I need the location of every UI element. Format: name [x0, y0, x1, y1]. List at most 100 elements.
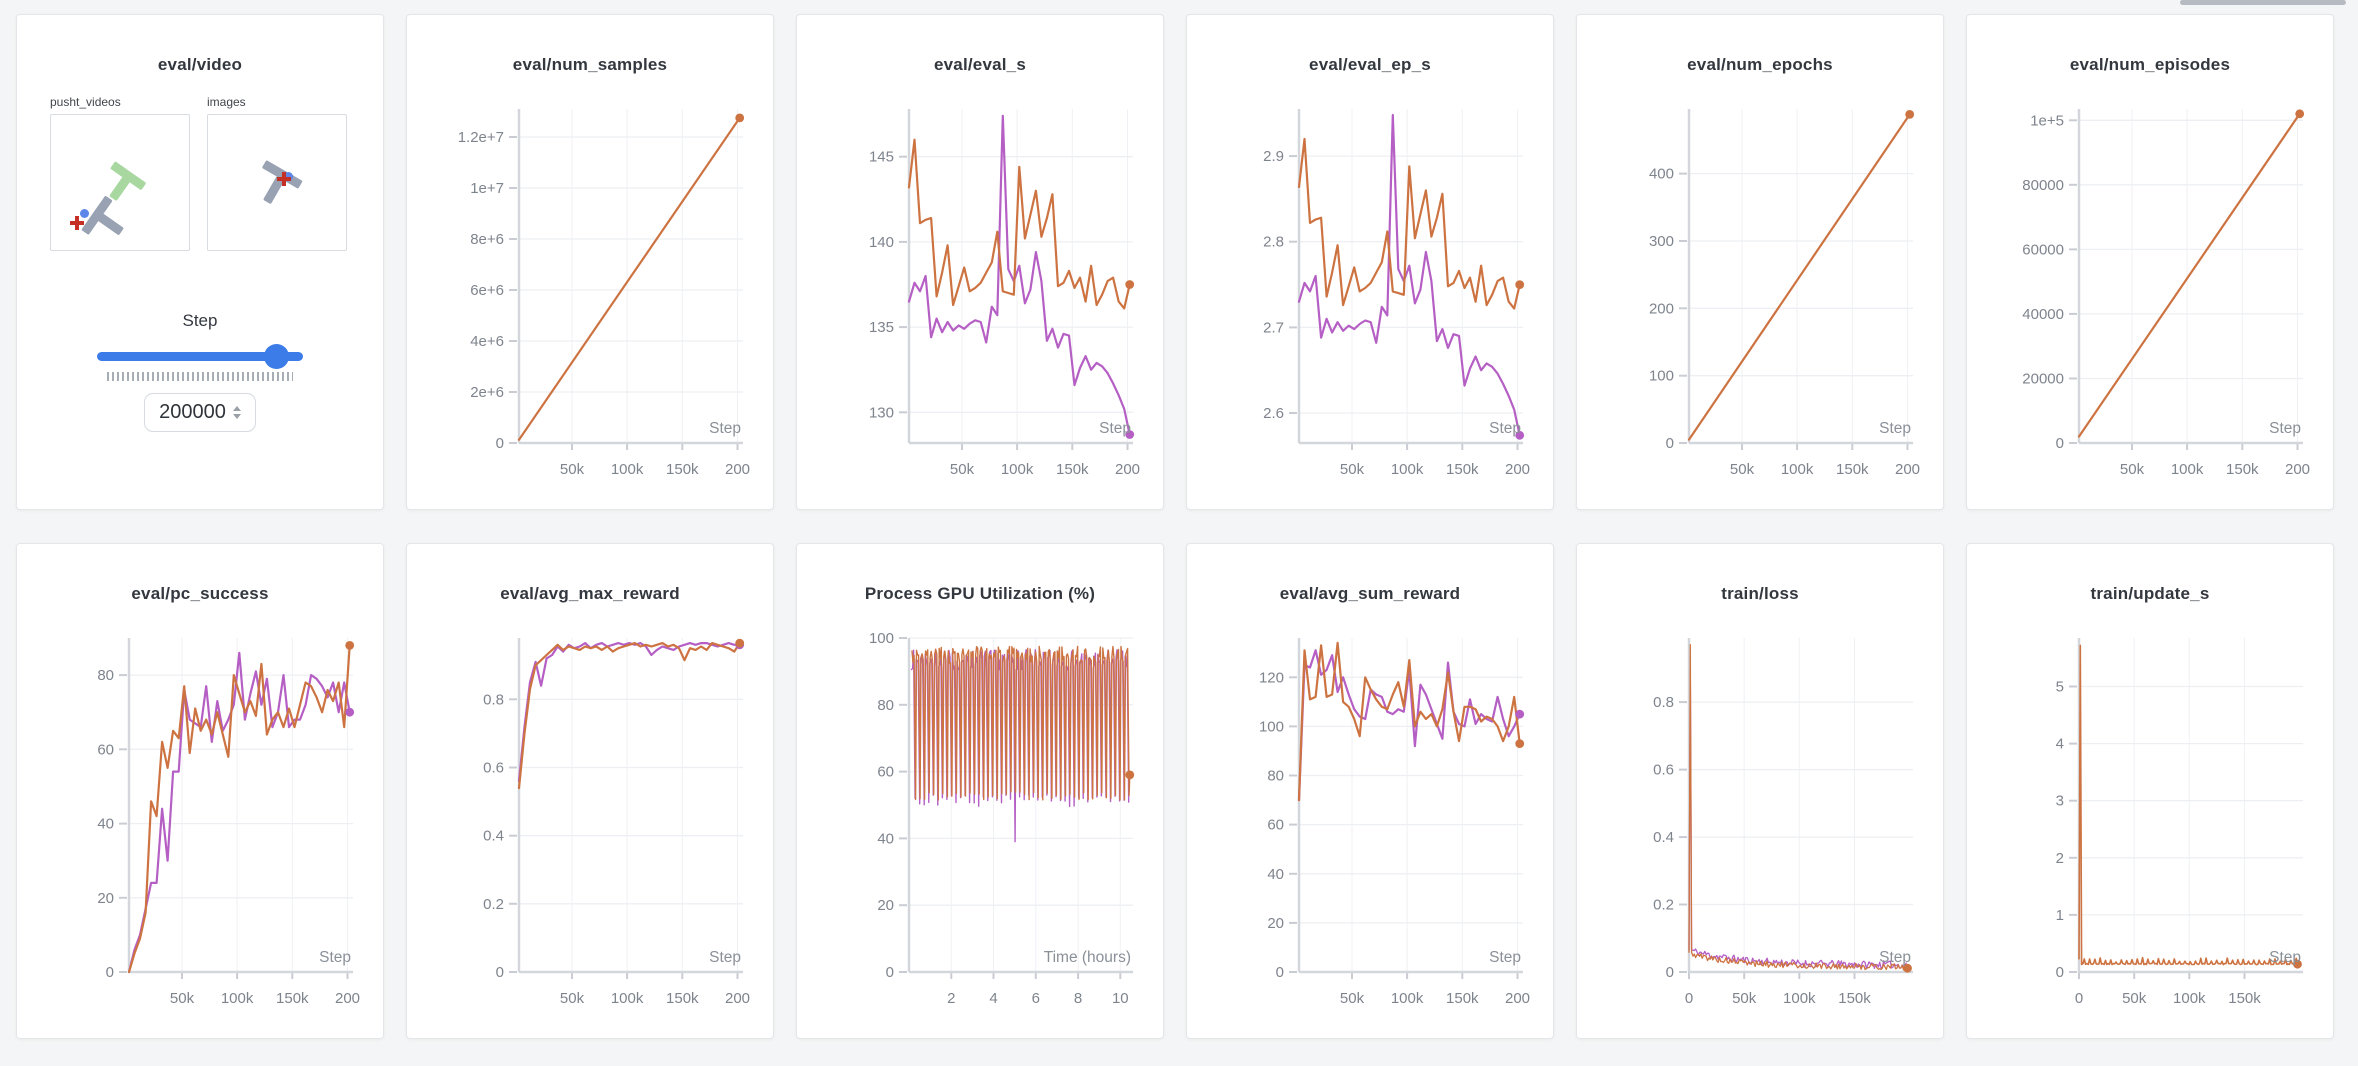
chart-canvas-avg-sum-reward[interactable]: 50k 100k 150k 200 0 20 40 60 80 100 120 Step	[1187, 610, 1553, 1035]
chart-canvas-num-samples[interactable]: 50k 100k 150k 200 0 2e+6 4e+6 6e+6 8e+6 1e+7 1.2e+…	[407, 81, 773, 506]
svg-text:Step: Step	[709, 420, 741, 437]
slider-track[interactable]	[97, 352, 303, 361]
chart-canvas-gpu-utilization[interactable]: 2 4 6 8 10 0 20 40 60 80 100 Time (hours)	[797, 610, 1163, 1035]
svg-text:0: 0	[106, 964, 114, 981]
svg-text:100k: 100k	[2173, 990, 2206, 1007]
svg-text:0: 0	[496, 964, 504, 981]
svg-text:150k: 150k	[276, 990, 309, 1007]
svg-text:4e+6: 4e+6	[470, 333, 504, 350]
media-label: images	[207, 95, 246, 109]
svg-text:145: 145	[869, 149, 894, 166]
horizontal-scrollbar[interactable]	[2180, 0, 2346, 5]
svg-text:135: 135	[869, 319, 894, 336]
panel-gpu-utilization: Process GPU Utilization (%) 2 4 6 8 10 0 20 40 6…	[796, 543, 1164, 1039]
svg-text:100: 100	[869, 630, 894, 647]
slider-tick-marks	[107, 372, 293, 381]
chart-title: eval/avg_sum_reward	[1279, 584, 1461, 603]
svg-text:100: 100	[1649, 368, 1674, 385]
svg-text:300: 300	[1649, 233, 1674, 250]
svg-text:150k: 150k	[2228, 990, 2261, 1007]
video-thumbnail-pusht[interactable]	[50, 114, 190, 251]
chart-canvas-train-loss[interactable]: 0 50k 100k 150k 0 0.2 0.4 0.6 0.8 Step	[1577, 610, 1943, 1035]
stepper-down-icon[interactable]	[232, 414, 241, 419]
svg-text:150k: 150k	[2226, 461, 2259, 478]
panel-eval-num-samples: eval/num_samples 50k 100k 150k 200 0 2e+6 4e+6…	[406, 14, 774, 510]
chart-canvas-num-epochs[interactable]: 50k 100k 150k 200 0 100 200 300 400 Step	[1577, 81, 1943, 506]
stepper-up-icon[interactable]	[232, 406, 241, 411]
target-cross-icon	[70, 216, 84, 230]
svg-text:40: 40	[97, 816, 114, 833]
agent-dot-icon	[284, 172, 293, 181]
svg-text:100k: 100k	[1783, 990, 1816, 1007]
svg-text:50k: 50k	[1340, 461, 1365, 478]
svg-text:20: 20	[97, 890, 114, 907]
svg-text:Step: Step	[2269, 949, 2301, 966]
chart-title: eval/avg_max_reward	[500, 584, 680, 603]
svg-text:0: 0	[2056, 964, 2064, 981]
chart-canvas-num-episodes[interactable]: 50k 100k 150k 200 0 20000 40000 60000 80000 1e+5 S…	[1967, 81, 2333, 506]
svg-text:100k: 100k	[2171, 461, 2204, 478]
svg-text:100k: 100k	[1781, 461, 1814, 478]
svg-text:200: 200	[725, 990, 750, 1007]
svg-text:50k: 50k	[1730, 461, 1755, 478]
svg-text:50k: 50k	[560, 461, 585, 478]
svg-text:150k: 150k	[666, 990, 699, 1007]
svg-text:100k: 100k	[1001, 461, 1034, 478]
svg-text:100k: 100k	[611, 990, 644, 1007]
chart-title: eval/eval_s	[933, 55, 1026, 74]
svg-text:Step: Step	[1099, 420, 1131, 437]
chart-canvas-avg-max-reward[interactable]: 50k 100k 150k 200 0 0.2 0.4 0.6 0.8 Step	[407, 610, 773, 1035]
svg-text:0.6: 0.6	[483, 760, 504, 777]
svg-text:100: 100	[1259, 718, 1284, 735]
svg-text:40: 40	[1267, 866, 1284, 883]
image-thumbnail[interactable]	[207, 114, 347, 251]
svg-text:50k: 50k	[1340, 990, 1365, 1007]
chart-title: train/loss	[1721, 584, 1799, 603]
chart-title: eval/num_episodes	[2069, 55, 2231, 74]
panel-train-loss: train/loss 0 50k 100k 150k 0 0.2 0.4 0.6 0.8 Step	[1576, 543, 1944, 1039]
panel-eval-eval-s: eval/eval_s 50k 100k 150k 200 130 135 140 145 St…	[796, 14, 1164, 510]
svg-text:50k: 50k	[950, 461, 975, 478]
svg-text:2.8: 2.8	[1263, 234, 1284, 251]
chart-canvas-eval-ep-s[interactable]: 50k 100k 150k 200 2.6 2.7 2.8 2.9 Step	[1187, 81, 1553, 506]
svg-text:0.8: 0.8	[1653, 694, 1674, 711]
svg-text:100k: 100k	[611, 461, 644, 478]
svg-text:8e+6: 8e+6	[470, 231, 504, 248]
svg-text:200: 200	[1505, 990, 1530, 1007]
svg-text:4: 4	[989, 990, 997, 1007]
svg-text:1e+7: 1e+7	[470, 180, 504, 197]
svg-text:0: 0	[1666, 964, 1674, 981]
panel-title: eval/video	[157, 55, 243, 74]
svg-text:Step: Step	[1489, 949, 1521, 966]
svg-text:8: 8	[1074, 990, 1082, 1007]
slider-thumb[interactable]	[264, 344, 289, 369]
chart-title: eval/num_epochs	[1687, 55, 1833, 74]
svg-text:1.2e+7: 1.2e+7	[458, 129, 504, 146]
panel-eval-eval-ep-s: eval/eval_ep_s 50k 100k 150k 200 2.6 2.7 2.8 2.…	[1186, 14, 1554, 510]
svg-text:150k: 150k	[666, 461, 699, 478]
svg-text:150k: 150k	[1056, 461, 1089, 478]
svg-text:80: 80	[97, 667, 114, 684]
chart-title: eval/num_samples	[512, 55, 668, 74]
svg-text:0: 0	[2056, 435, 2064, 452]
chart-canvas-eval-s[interactable]: 50k 100k 150k 200 130 135 140 145 Step	[797, 81, 1163, 506]
svg-text:2.7: 2.7	[1263, 319, 1284, 336]
svg-text:50k: 50k	[2122, 990, 2147, 1007]
svg-text:0.2: 0.2	[1653, 897, 1674, 914]
chart-canvas-train-update-s[interactable]: 0 50k 100k 150k 0 1 2 3 4 5 Step	[1967, 610, 2333, 1035]
svg-text:5: 5	[2056, 679, 2064, 696]
agent-dot-icon	[80, 209, 89, 218]
svg-text:200: 200	[1649, 300, 1674, 317]
step-slider[interactable]	[97, 344, 303, 369]
svg-text:80000: 80000	[2022, 177, 2064, 194]
step-value[interactable]: 200000	[159, 401, 226, 423]
step-input[interactable]: 200000	[144, 393, 256, 432]
svg-text:20: 20	[1267, 915, 1284, 932]
svg-text:0: 0	[1666, 435, 1674, 452]
svg-text:6: 6	[1032, 990, 1040, 1007]
svg-text:Time (hours): Time (hours)	[1044, 949, 1131, 966]
chart-canvas-pc-success[interactable]: 50k 100k 150k 200 0 20 40 60 80 Step	[17, 610, 383, 1035]
svg-text:Step: Step	[319, 949, 351, 966]
svg-text:Step: Step	[1489, 420, 1521, 437]
